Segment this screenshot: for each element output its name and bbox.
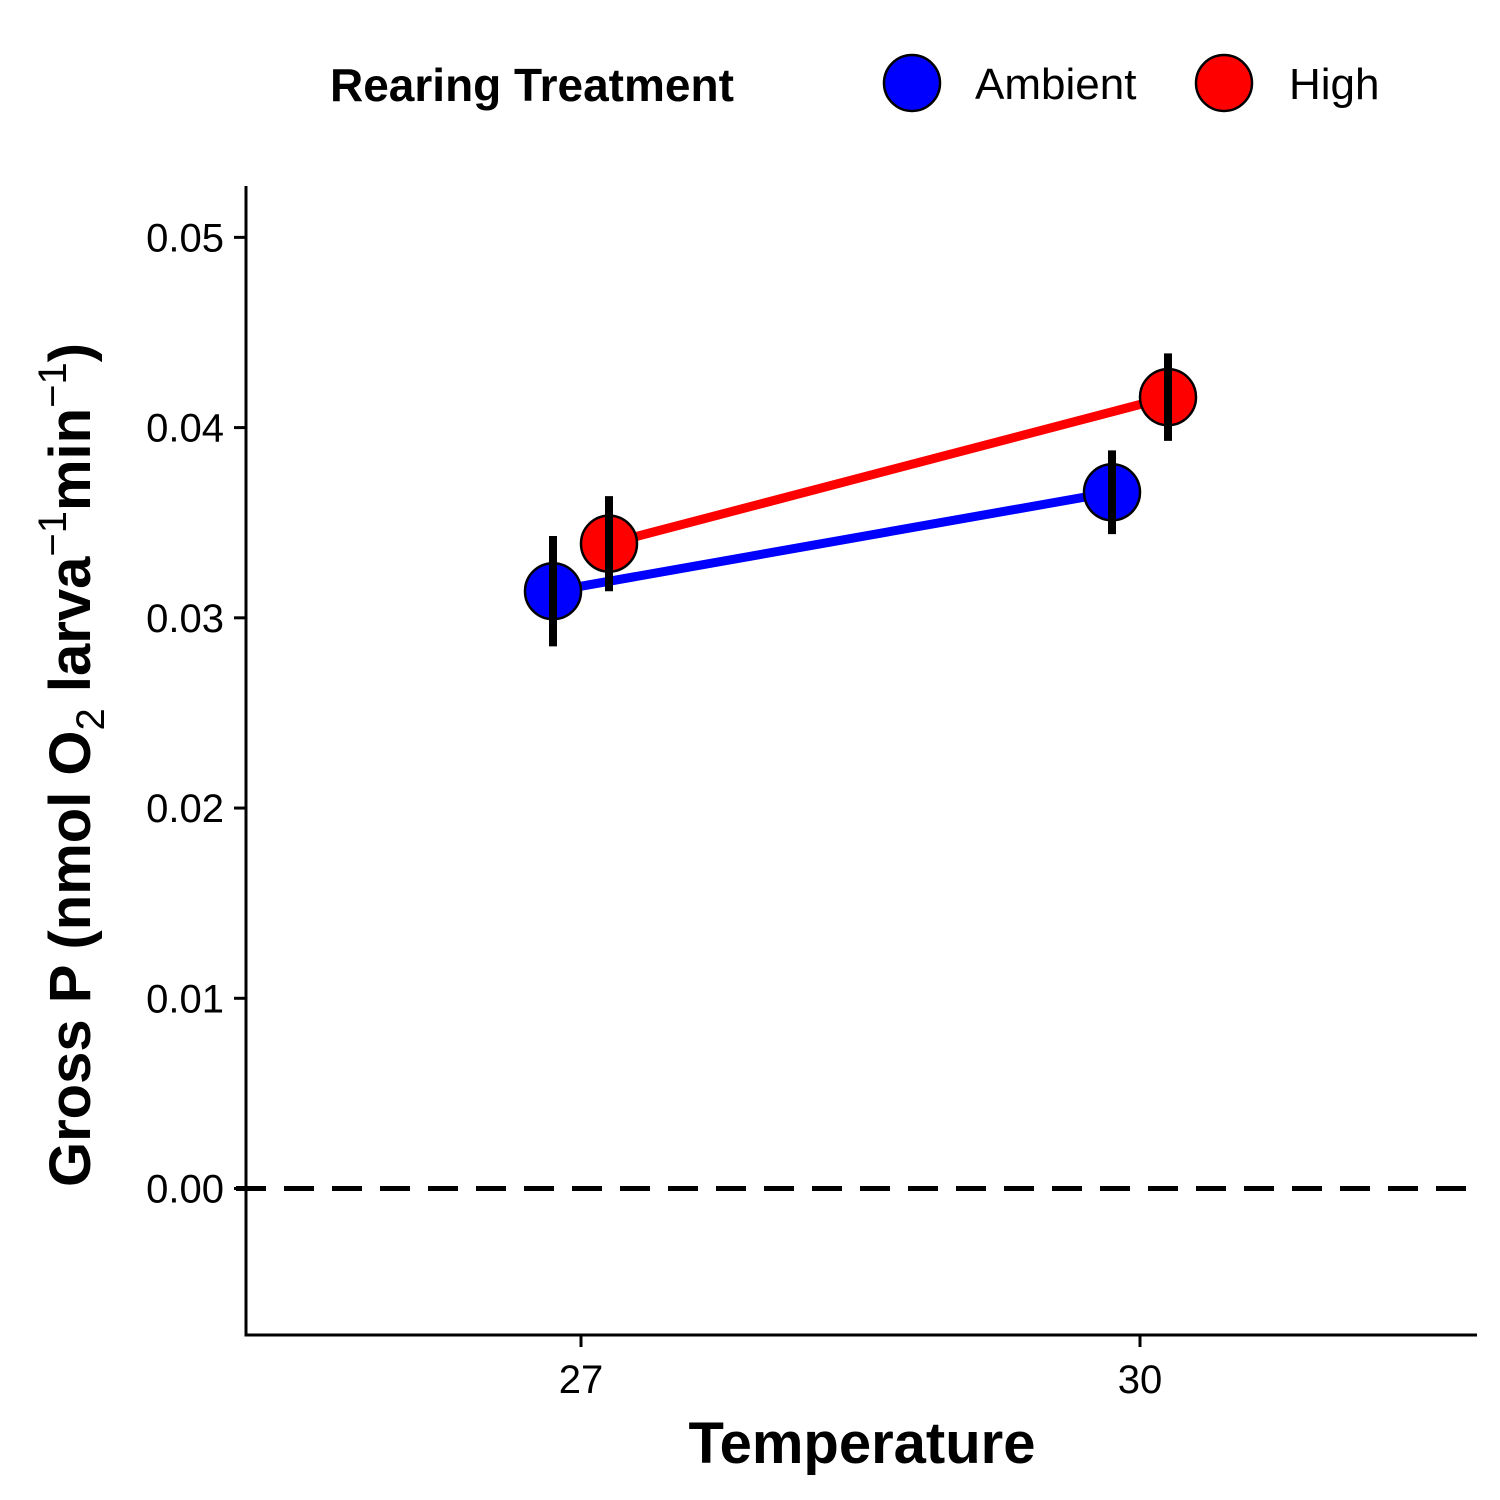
legend-key-ambient xyxy=(882,53,942,113)
y-tick-label: 0.00 xyxy=(146,1168,224,1212)
x-tick-label: 27 xyxy=(559,1358,604,1402)
y-ticks: 0.00 0.01 0.02 0.03 0.04 0.05 xyxy=(146,216,246,1212)
y-tick-label: 0.02 xyxy=(146,787,224,831)
legend: Rearing Treatment Ambient High xyxy=(330,53,1380,113)
legend-key-high xyxy=(1194,53,1254,113)
x-axis-title: Temperature xyxy=(688,1411,1035,1476)
legend-label-ambient: Ambient xyxy=(975,60,1136,109)
legend-label-high: High xyxy=(1289,60,1380,109)
x-ticks: 27 30 xyxy=(559,1335,1163,1402)
y-tick-label: 0.03 xyxy=(146,597,224,641)
series-line-high xyxy=(607,392,1170,548)
y-axis-title-part: Gross P (nmol O xyxy=(38,730,103,1187)
y-axis-title-part: −1 xyxy=(31,511,75,557)
y-axis-title: Gross P (nmol O2 larva−1min−1) xyxy=(31,343,113,1187)
y-axis-title-part: −1 xyxy=(31,362,75,408)
series-lines xyxy=(552,392,1170,596)
y-axis-title-part: min xyxy=(38,408,103,511)
y-tick-label: 0.05 xyxy=(146,216,224,260)
series-marks xyxy=(523,353,1198,647)
legend-title: Rearing Treatment xyxy=(330,59,734,111)
y-tick-label: 0.04 xyxy=(146,407,224,451)
y-axis-title-part: ) xyxy=(38,343,103,362)
y-tick-label: 0.01 xyxy=(146,977,224,1021)
y-axis-title-part: larva xyxy=(38,556,103,708)
y-axis-title-part: 2 xyxy=(69,708,113,730)
series-line-ambient xyxy=(552,487,1113,596)
x-tick-label: 30 xyxy=(1118,1358,1163,1402)
